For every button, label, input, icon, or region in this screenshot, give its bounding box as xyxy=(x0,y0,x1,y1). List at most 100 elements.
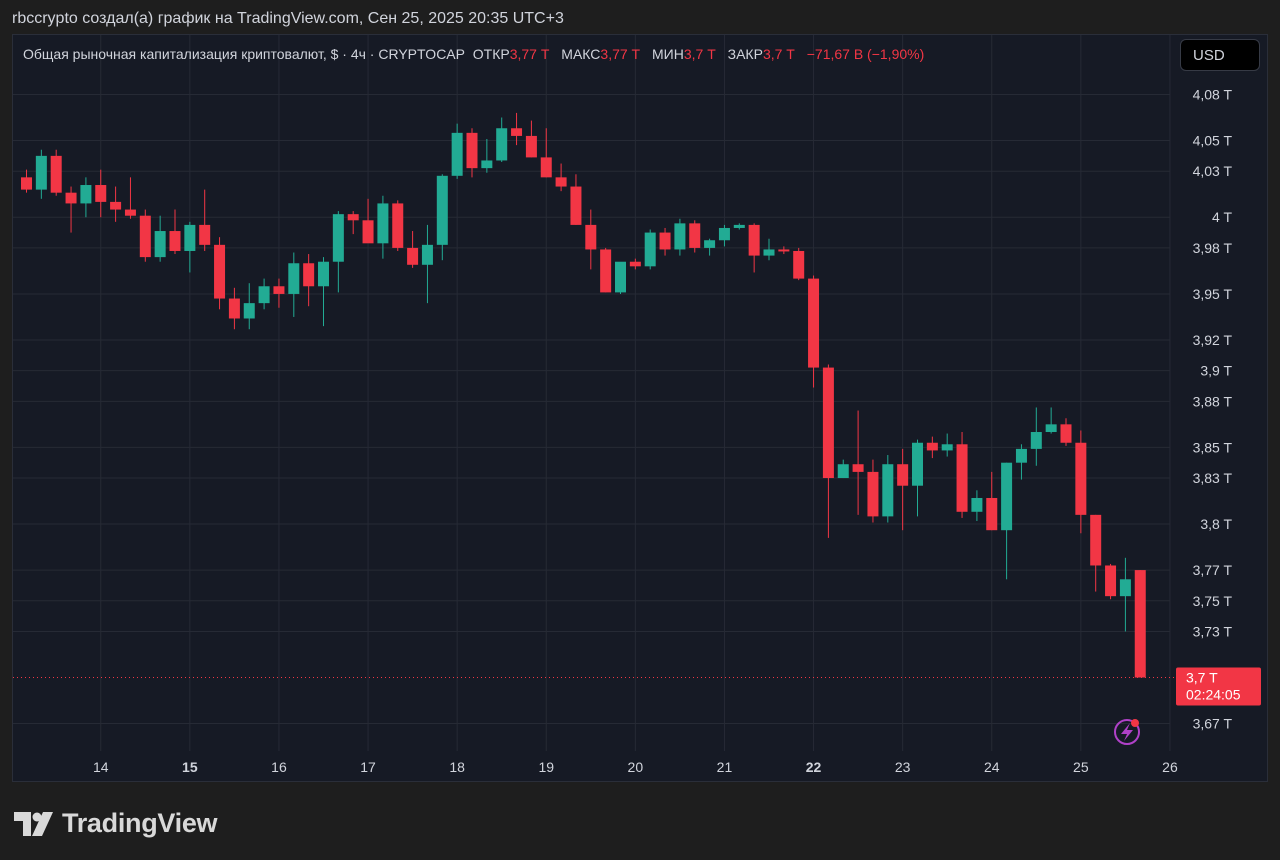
time-tick-label: 19 xyxy=(538,759,554,775)
time-tick-label: 24 xyxy=(984,759,1000,775)
candle-down xyxy=(214,244,226,299)
price-tick-label: 4,08 T xyxy=(1193,87,1233,103)
legend-high-value: 3,77 T xyxy=(600,46,641,62)
candle-down xyxy=(926,442,938,451)
time-tick-label: 22 xyxy=(806,759,822,775)
candle-up xyxy=(1015,448,1027,463)
candle-down xyxy=(139,215,151,258)
price-tick-label: 3,95 T xyxy=(1193,286,1233,302)
candle-down xyxy=(659,232,671,250)
chart-grid xyxy=(13,35,1171,751)
candle-up xyxy=(496,128,508,161)
candle-up xyxy=(733,224,745,228)
legend-low-label: МИН xyxy=(652,46,684,62)
price-tick-label: 3,98 T xyxy=(1193,240,1233,256)
price-tick-label: 3,73 T xyxy=(1193,623,1233,639)
candle-up xyxy=(451,132,463,176)
price-tick-label: 3,92 T xyxy=(1193,332,1233,348)
price-tick-label: 3,67 T xyxy=(1193,716,1233,732)
candle-up xyxy=(971,497,983,512)
candle-down xyxy=(629,261,641,267)
candle-down xyxy=(808,278,820,368)
candle-down xyxy=(1075,442,1087,515)
candle-up xyxy=(35,155,47,190)
candle-up xyxy=(1119,579,1131,597)
legend-close-label: ЗАКР xyxy=(727,46,763,62)
candle-down xyxy=(1090,514,1102,566)
candle-down xyxy=(986,497,998,531)
legend-open-label: ОТКР xyxy=(472,46,510,62)
candle-down xyxy=(525,135,537,158)
candle-down xyxy=(199,224,211,245)
symbol-legend: Общая рыночная капитализация криптовалют… xyxy=(23,46,924,62)
price-tick-label: 3,9 T xyxy=(1200,363,1232,379)
candle-up xyxy=(332,214,344,262)
candle-up xyxy=(1045,424,1057,433)
time-tick-label: 23 xyxy=(895,759,911,775)
candle-up xyxy=(377,203,389,244)
candle-down xyxy=(303,263,315,287)
time-tick-label: 25 xyxy=(1073,759,1089,775)
bar-countdown: 02:24:05 xyxy=(1186,686,1241,702)
price-tick-label: 3,88 T xyxy=(1193,393,1233,409)
candle-down xyxy=(65,192,77,204)
last-price-label-box xyxy=(1176,667,1261,706)
currency-button[interactable]: USD xyxy=(1180,39,1260,71)
candle-down xyxy=(956,444,968,512)
flash-icon[interactable] xyxy=(1114,719,1140,745)
candle-down xyxy=(110,201,122,210)
candle-down xyxy=(778,249,790,252)
chart-panel[interactable] xyxy=(12,34,1268,782)
candle-down xyxy=(1134,570,1146,678)
candle-up xyxy=(243,303,255,319)
candle-down xyxy=(600,249,612,293)
price-tick-label: 3,75 T xyxy=(1193,593,1233,609)
candle-down xyxy=(793,250,805,279)
candle-down xyxy=(822,367,834,479)
candle-up xyxy=(318,261,329,287)
tradingview-logo-text: TradingView xyxy=(62,808,218,838)
candle-down xyxy=(228,298,240,319)
candle-down xyxy=(21,177,32,190)
candle-up xyxy=(184,224,196,251)
candle-down xyxy=(169,231,181,251)
time-tick-label: 14 xyxy=(93,759,109,775)
candle-up xyxy=(1030,432,1042,449)
tradingview-logo[interactable]: TradingView xyxy=(14,808,218,839)
candle-down xyxy=(570,186,582,225)
candle-down xyxy=(392,203,404,248)
price-tick-label: 4 T xyxy=(1212,209,1232,225)
candle-up xyxy=(674,223,686,250)
price-tick-label: 3,83 T xyxy=(1193,470,1233,486)
candle-down xyxy=(50,155,62,193)
candle-down xyxy=(897,464,909,486)
candle-up xyxy=(436,175,448,245)
time-axis: 14 15 16 17 18 19 20 21 22 23 24 25 26 xyxy=(93,759,1178,775)
time-tick-label: 26 xyxy=(1162,759,1178,775)
candle-up xyxy=(912,442,923,486)
candle-down xyxy=(555,177,567,187)
candle-down xyxy=(347,214,359,221)
candle-down xyxy=(466,132,478,169)
candle-down xyxy=(689,223,701,248)
candle-down xyxy=(748,224,760,256)
time-tick-label: 21 xyxy=(717,759,733,775)
time-tick-label: 17 xyxy=(360,759,376,775)
candle-down xyxy=(867,471,879,517)
candle-up xyxy=(288,263,300,294)
tradingview-logo-icon xyxy=(14,811,53,836)
last-price-value: 3,7 T xyxy=(1186,669,1218,685)
candle-up xyxy=(1001,462,1013,531)
price-tick-label: 4,05 T xyxy=(1193,133,1233,149)
candle-down xyxy=(95,185,107,202)
time-tick-label: 18 xyxy=(449,759,465,775)
candle-down xyxy=(585,224,597,250)
time-tick-label: 20 xyxy=(628,759,644,775)
candle-down xyxy=(540,157,552,178)
legend-open-value: 3,77 T xyxy=(509,46,550,62)
price-tick-label: 3,8 T xyxy=(1200,516,1232,532)
candle-down xyxy=(852,464,864,472)
time-tick-label: 15 xyxy=(182,759,198,775)
candle-up xyxy=(704,240,716,248)
